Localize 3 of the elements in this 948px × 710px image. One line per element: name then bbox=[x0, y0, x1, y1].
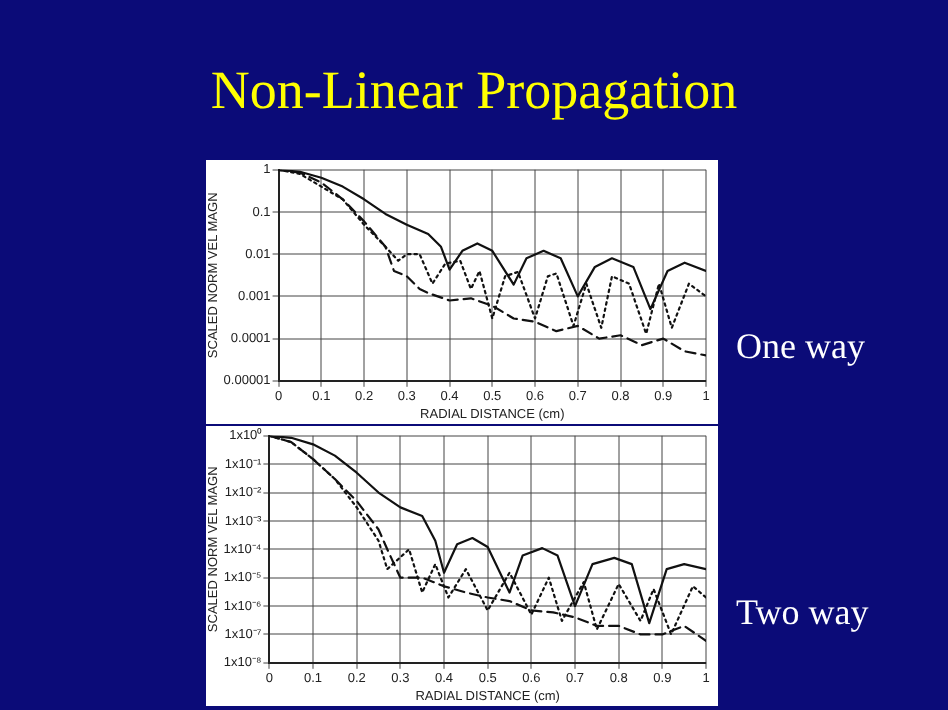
text: One way bbox=[736, 326, 865, 368]
chart-title: Non-Linear Propagation bbox=[208, 60, 740, 122]
text: Two way bbox=[736, 592, 869, 634]
